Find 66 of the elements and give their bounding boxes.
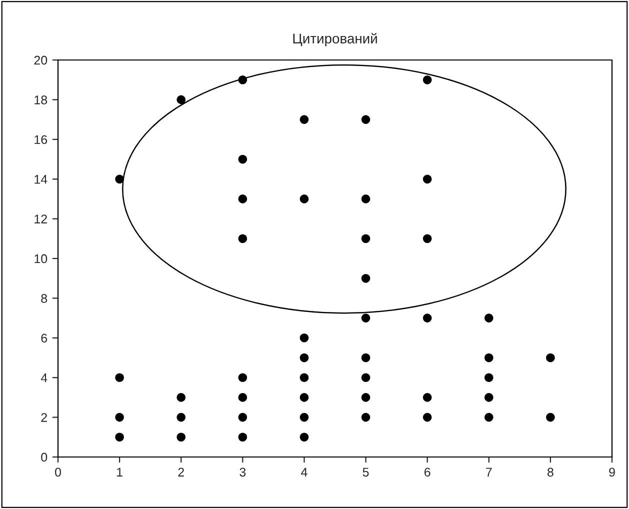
point — [546, 412, 555, 422]
point — [422, 234, 432, 244]
point — [361, 274, 370, 283]
point — [300, 393, 309, 402]
point — [484, 314, 494, 322]
point — [361, 234, 370, 244]
chart-title: Цитирований — [293, 33, 377, 46]
point — [422, 412, 432, 422]
y-tick-label: 20 — [34, 56, 48, 65]
point — [361, 115, 370, 124]
y-tick-label: 10 — [34, 254, 48, 264]
y-tick-label: 2 — [41, 413, 47, 422]
point — [176, 393, 186, 402]
point — [484, 353, 494, 362]
y-tick-label: 12 — [34, 214, 47, 224]
x-tick-label: 9 — [609, 468, 615, 477]
point — [361, 194, 370, 204]
y-tick-label: 18 — [34, 96, 48, 104]
y-tick-label: 0 — [41, 452, 48, 462]
point — [238, 234, 248, 244]
point — [300, 353, 309, 362]
y-tick-label: 6 — [41, 334, 48, 343]
y-tick-label: 4 — [40, 374, 48, 382]
point — [422, 75, 432, 84]
point — [422, 314, 432, 322]
point — [238, 432, 248, 442]
x-tick-label: 1 — [117, 468, 122, 476]
x-tick-label: 3 — [240, 468, 246, 477]
point — [300, 194, 309, 204]
y-tick-label: 16 — [34, 135, 48, 144]
x-tick-label: 7 — [486, 468, 492, 476]
point — [238, 373, 248, 382]
point — [484, 412, 494, 422]
point — [300, 412, 309, 422]
point — [238, 412, 248, 422]
x-tick-label: 4 — [301, 468, 308, 476]
point — [238, 393, 248, 402]
x-tick-label: 6 — [424, 468, 430, 477]
point — [115, 412, 124, 422]
x-tick-label: 8 — [548, 468, 554, 477]
point — [300, 373, 309, 382]
point — [176, 412, 186, 422]
point — [238, 194, 248, 204]
point — [300, 115, 309, 124]
point — [361, 393, 370, 402]
point — [484, 373, 494, 382]
y-tick-label: 8 — [41, 294, 48, 303]
point — [115, 432, 124, 442]
x-tick-label: 0 — [55, 468, 61, 477]
x-tick-label: 2 — [178, 468, 184, 476]
point — [300, 334, 309, 342]
point — [238, 154, 248, 164]
point — [361, 353, 370, 362]
y-tick-label: 14 — [34, 175, 48, 184]
point — [176, 432, 186, 442]
point — [361, 412, 370, 422]
point — [422, 174, 432, 184]
point — [176, 95, 186, 104]
x-tick-label: 5 — [362, 468, 369, 477]
point — [484, 393, 494, 402]
point — [422, 393, 432, 402]
point — [300, 432, 309, 442]
point — [361, 373, 370, 382]
point — [546, 353, 555, 362]
point — [361, 314, 370, 322]
point — [115, 373, 124, 382]
